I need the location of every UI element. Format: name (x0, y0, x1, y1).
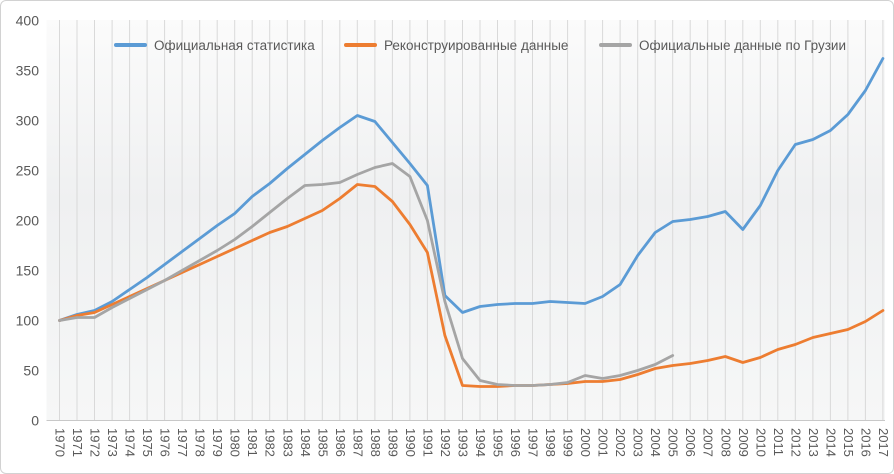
x-tick-label: 1970 (53, 428, 68, 457)
x-tick-label: 2005 (666, 428, 681, 457)
x-tick-label: 1973 (105, 428, 120, 457)
x-tick-label: 2016 (858, 428, 873, 457)
x-tick-label: 1992 (438, 428, 453, 457)
x-tick-label: 1988 (368, 428, 383, 457)
x-tick-label: 1982 (263, 428, 278, 457)
y-tick-label: 300 (16, 112, 40, 128)
x-tick-label: 1989 (385, 428, 400, 457)
x-tick-label: 1983 (280, 428, 295, 457)
x-tick-label: 1987 (350, 428, 365, 457)
x-tick-label: 2011 (771, 428, 786, 456)
y-tick-label: 250 (16, 162, 40, 178)
x-tick-label: 1985 (315, 428, 330, 457)
legend-swatch-georgia-official-data (599, 43, 632, 47)
legend-swatch-official-statistics (114, 43, 147, 47)
y-tick-label: 150 (16, 262, 40, 278)
x-tick-label: 1990 (403, 428, 418, 457)
x-tick-label: 1971 (70, 428, 85, 457)
x-tick-label: 1977 (175, 428, 190, 457)
y-axis-tick-labels: 0 50 100 150 200 250 300 350 400 (16, 12, 40, 428)
x-tick-label: 2000 (578, 428, 593, 457)
x-tick-label: 1996 (508, 428, 523, 457)
x-tick-label: 2002 (613, 428, 628, 457)
x-tick-label: 1994 (473, 428, 488, 457)
series-line-0 (58, 57, 885, 322)
x-tick-label: 1978 (193, 428, 208, 457)
legend-item-official-statistics: Официальная статистика (114, 36, 315, 54)
y-tick-label: 50 (23, 362, 39, 378)
x-tick-label: 1981 (245, 428, 260, 457)
y-tick-label: 200 (16, 212, 40, 228)
x-tick-label: 2003 (631, 428, 646, 457)
x-tick-label: 1986 (333, 428, 348, 457)
y-tick-label: 400 (16, 12, 40, 28)
plot-area (46, 20, 885, 421)
x-tick-label: 2004 (648, 428, 663, 457)
x-tick-label: 2017 (876, 428, 891, 457)
x-tick-label: 2006 (683, 428, 698, 457)
x-tick-label: 2010 (753, 428, 768, 457)
x-axis-tick-labels: 1970 1971 1972 1973 1974 1975 1976 1977 1978 1979… (53, 428, 891, 457)
x-tick-label: 2008 (718, 428, 733, 457)
legend-label-georgia-official-data: Официальные данные по Грузии (639, 37, 847, 53)
x-tick-label: 1999 (561, 428, 576, 457)
y-tick-label: 100 (16, 312, 40, 328)
x-tick-label: 1974 (123, 428, 138, 457)
series-line-1 (58, 183, 885, 388)
legend-label-reconstructed-data: Реконструированные данные (384, 37, 569, 53)
x-tick-label: 2009 (736, 428, 751, 457)
x-tick-label: 1995 (491, 428, 506, 457)
legend-item-georgia-official-data: Официальные данные по Грузии (599, 36, 846, 54)
x-tick-label: 2007 (701, 428, 716, 457)
x-tick-label: 1976 (158, 428, 173, 457)
y-tick-label: 0 (31, 412, 39, 428)
x-tick-label: 1972 (88, 428, 103, 457)
series-line-2 (58, 162, 675, 387)
x-tick-label: 2014 (823, 428, 838, 457)
x-tick-label: 1997 (526, 428, 541, 457)
legend-item-reconstructed-data: Реконструированные данные (344, 36, 568, 54)
x-tick-label: 1975 (140, 428, 155, 457)
x-tick-label: 1998 (543, 428, 558, 457)
x-tick-label: 1993 (456, 428, 471, 457)
x-tick-label: 1979 (210, 428, 225, 457)
x-tick-label: 2015 (841, 428, 856, 457)
legend-label-official-statistics: Официальная статистика (154, 37, 315, 53)
x-tick-label: 2013 (806, 428, 821, 457)
x-tick-label: 1980 (228, 428, 243, 457)
x-tick-label: 2001 (596, 428, 611, 457)
y-tick-label: 350 (16, 62, 40, 78)
legend-swatch-reconstructed-data (344, 43, 377, 47)
x-tick-label: 1991 (420, 428, 435, 457)
x-tick-label: 1984 (298, 428, 313, 457)
x-tick-label: 2012 (788, 428, 803, 457)
